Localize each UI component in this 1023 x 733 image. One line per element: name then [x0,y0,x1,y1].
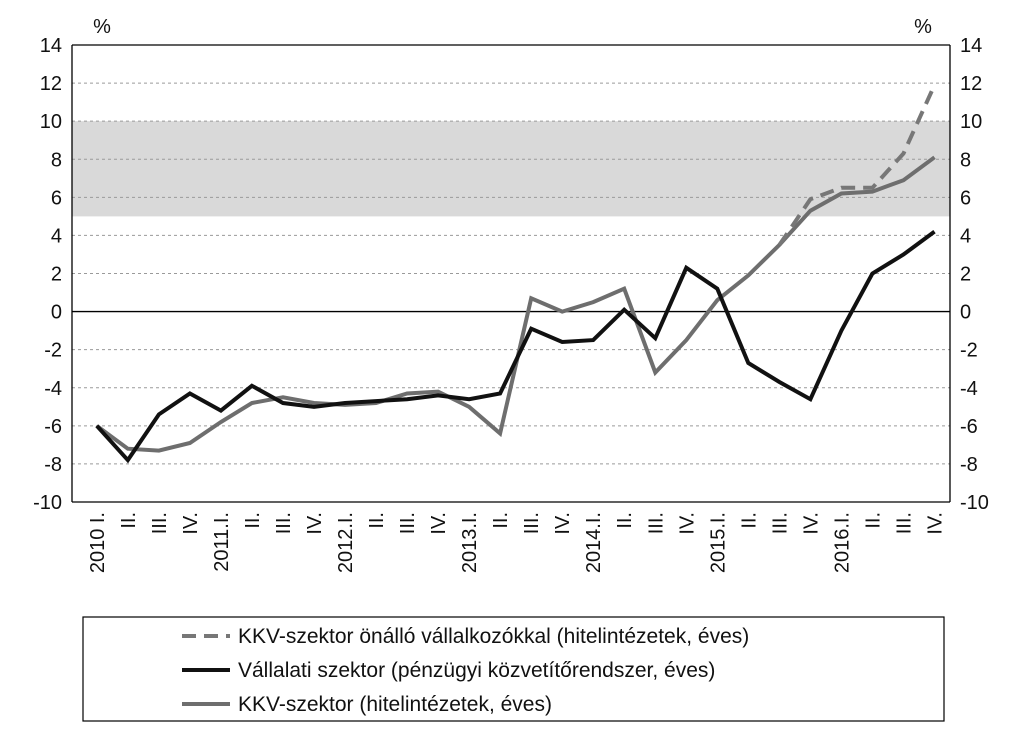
y-tick-label-right: 14 [960,35,982,57]
legend-label-vallalati: Vállalati szektor (pénzügyi közvetítőren… [238,659,715,682]
y-tick-label-left: 8 [51,149,62,171]
y-tick-label-right: 4 [960,225,971,247]
y-tick-label-left: 6 [51,187,62,209]
x-tick-label: IV. [800,512,822,535]
left-y-tick-labels: -10 -8 -6 -4 -2 0 2 4 6 8 10 12 14 [33,35,62,514]
x-tick-label: III. [769,512,791,534]
y-tick-label-left: 12 [40,73,62,95]
left-y-unit-label: % [93,16,111,38]
y-tick-label-left: -10 [33,492,62,514]
x-tick-label: 2012.I. [335,512,357,573]
y-tick-label-left: -4 [44,378,62,400]
x-tick-label: II. [118,512,140,529]
x-tick-label: II. [242,512,264,529]
y-tick-label-right: -2 [960,340,978,362]
right-y-tick-labels: -10 -8 -6 -4 -2 0 2 4 6 8 10 12 14 [960,35,989,514]
y-tick-label-right: -8 [960,454,978,476]
y-tick-label-left: -2 [44,340,62,362]
x-tick-label: 2016.I. [831,512,853,573]
y-tick-label-right: 12 [960,73,982,95]
shaded-band-layer [72,121,950,217]
x-tick-label: IV. [676,512,698,535]
x-tick-label: II. [490,512,512,529]
x-tick-label: IV. [304,512,326,535]
x-tick-label: II. [366,512,388,529]
x-tick-label: II. [614,512,636,529]
y-tick-label-right: -6 [960,416,978,438]
x-tick-label: III. [521,512,543,534]
series-line-0 [777,84,937,247]
right-y-unit-label: % [914,16,932,38]
x-tick-label: III. [397,512,419,534]
x-tick-label: III. [645,512,667,534]
legend-label-kkv: KKV-szektor (hitelintézetek, éves) [238,693,552,716]
x-tick-label: III. [149,512,171,534]
legend-label-kkv-onallo: KKV-szektor önálló vállalkozókkal (hitel… [238,625,749,648]
y-tick-label-left: 14 [40,35,62,57]
x-tick-label: III. [273,512,295,534]
x-tick-label: III. [893,512,915,534]
series-line-1 [95,229,936,464]
y-tick-label-right: -10 [960,492,989,514]
y-tick-label-right: 2 [960,264,971,286]
y-tick-label-left: 2 [51,264,62,286]
y-tick-label-left: 0 [51,302,62,324]
y-tick-label-right: 8 [960,149,971,171]
y-tick-label-right: 10 [960,111,982,133]
x-tick-labels: 2010 I. II. III. IV. 2011.I. II. III. IV. 2012.I… [87,512,947,573]
x-tick-label: 2015.I. [707,512,729,573]
x-tick-label: 2011.I. [211,512,233,572]
legend: KKV-szektor önálló vállalkozókkal (hitel… [82,616,945,722]
series-line-2 [95,155,936,453]
x-tick-label: IV. [180,512,202,535]
y-tick-label-left: -6 [44,416,62,438]
y-tick-label-left: 10 [40,111,62,133]
axes [71,44,951,503]
x-tick-label: IV. [924,512,946,535]
x-tick-label: II. [738,512,760,529]
y-tick-label-right: 6 [960,187,971,209]
shaded-band [72,121,950,217]
x-tick-label: 2013.I. [459,512,481,573]
x-tick-label: II. [862,512,884,529]
y-tick-label-left: -8 [44,454,62,476]
y-tick-label-left: 4 [51,225,62,247]
x-tick-label: 2010 I. [87,512,109,573]
series-layer [95,84,937,464]
y-tick-label-right: 0 [960,302,971,324]
x-tick-label: 2014.I. [583,512,605,573]
x-tick-label: IV. [428,512,450,535]
x-tick-label: IV. [552,512,574,535]
y-tick-label-right: -4 [960,378,978,400]
